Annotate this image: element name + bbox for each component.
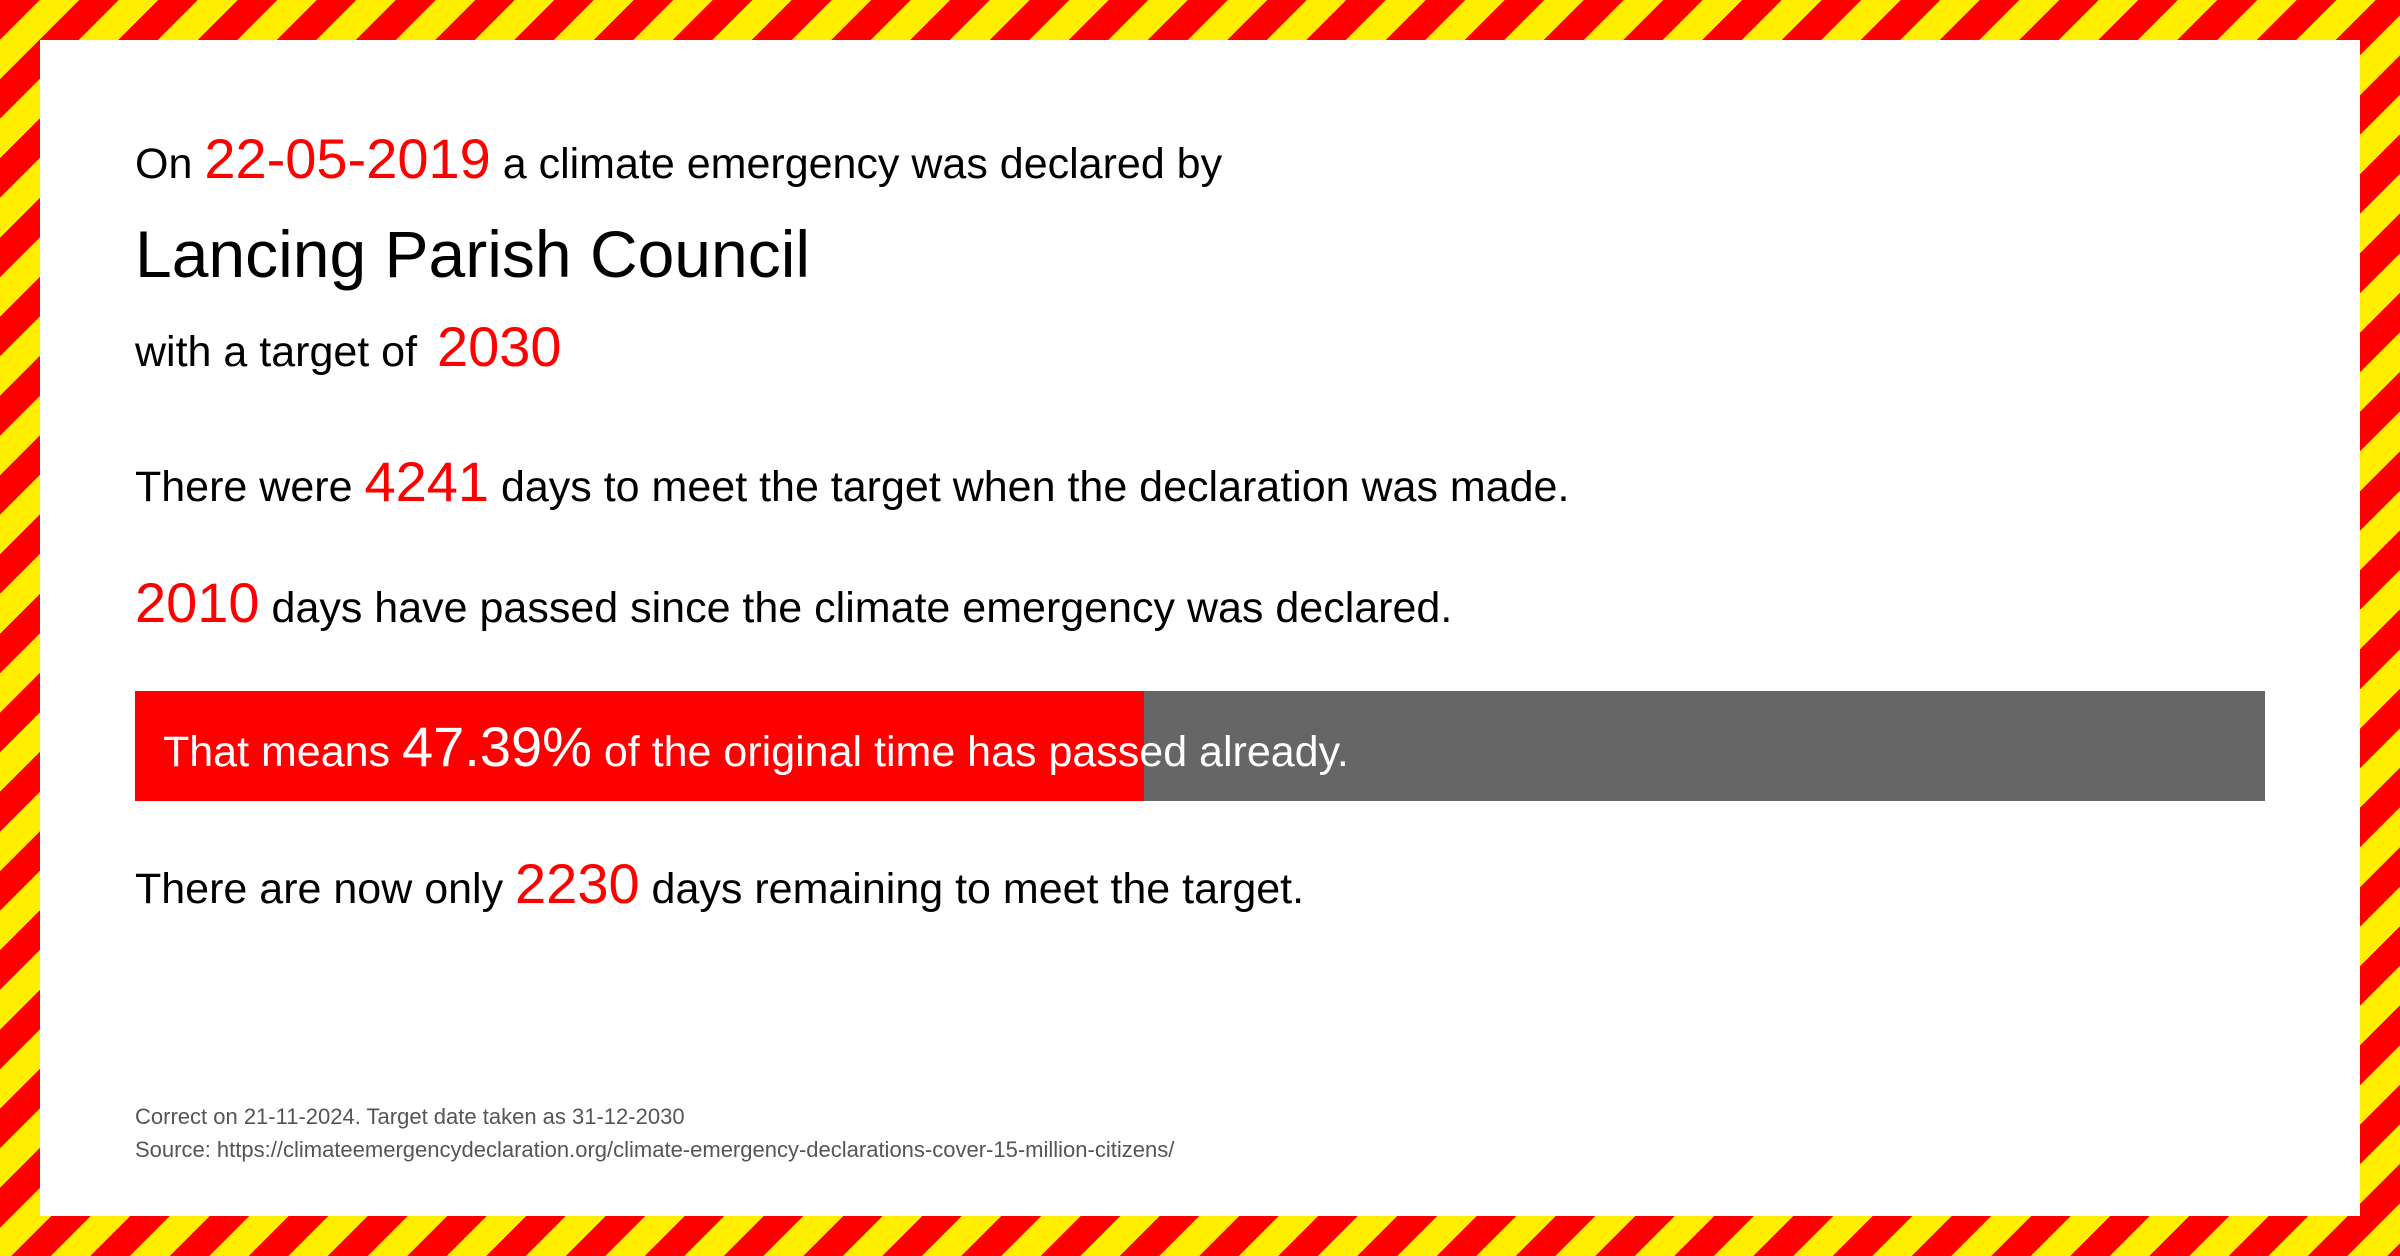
progress-prefix: That means [163, 728, 402, 776]
target-line: with a target of 2030 [135, 314, 2265, 379]
days-remaining-suffix: days remaining to meet the target. [640, 865, 1304, 913]
intro-suffix: a climate emergency was declared by [491, 140, 1222, 188]
days-passed-value: 2010 [135, 571, 260, 634]
intro-prefix: On [135, 140, 204, 188]
council-name: Lancing Parish Council [135, 216, 2265, 292]
days-remaining-line: There are now only 2230 days remaining t… [135, 851, 2265, 916]
days-passed-suffix: days have passed since the climate emerg… [260, 584, 1453, 632]
footer-correct-on: Correct on 21-11-2024. Target date taken… [135, 1100, 1174, 1133]
footer-source: Source: https://climateemergencydeclarat… [135, 1133, 1174, 1166]
declaration-date: 22-05-2019 [204, 127, 490, 190]
days-passed-line: 2010 days have passed since the climate … [135, 570, 2265, 635]
target-year: 2030 [437, 315, 562, 378]
days-total-prefix: There were [135, 463, 364, 511]
intro-line: On 22-05-2019 a climate emergency was de… [135, 120, 2265, 198]
days-remaining-prefix: There are now only [135, 865, 515, 913]
progress-percent: 47.39% [402, 715, 592, 778]
content-panel: On 22-05-2019 a climate emergency was de… [40, 40, 2360, 1216]
hazard-border: On 22-05-2019 a climate emergency was de… [0, 0, 2400, 1256]
progress-bar-text: That means 47.39% of the original time h… [135, 714, 1349, 779]
days-total-line: There were 4241 days to meet the target … [135, 449, 2265, 514]
days-total-suffix: days to meet the target when the declara… [489, 463, 1569, 511]
footer-notes: Correct on 21-11-2024. Target date taken… [135, 1100, 1174, 1166]
progress-bar: That means 47.39% of the original time h… [135, 691, 2265, 801]
target-prefix: with a target of [135, 328, 429, 376]
days-total-value: 4241 [364, 450, 489, 513]
days-remaining-value: 2230 [515, 852, 640, 915]
progress-suffix: of the original time has passed already. [592, 728, 1349, 776]
